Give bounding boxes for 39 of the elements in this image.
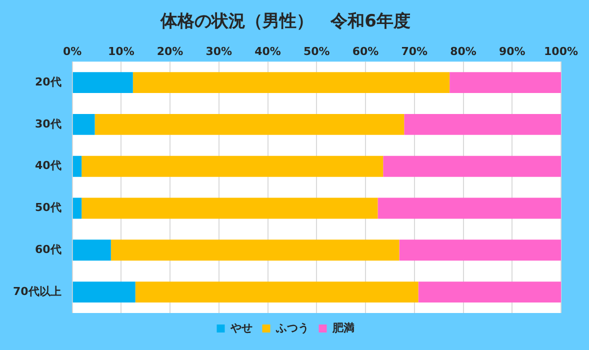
y-tick-label: 70代以上	[12, 284, 62, 298]
bar	[418, 282, 561, 303]
x-tick-label: 10%	[108, 44, 134, 58]
bar	[132, 72, 450, 94]
bar	[110, 240, 400, 261]
y-tick-label: 60代	[34, 243, 62, 256]
x-tick-label: 90%	[498, 44, 526, 58]
x-tick-label: 0%	[62, 44, 82, 58]
legend-label: やせ	[229, 321, 252, 334]
legend-label: ふつう	[274, 321, 309, 334]
bar	[399, 240, 561, 261]
legend-label: 肥満	[331, 321, 354, 334]
bar	[72, 156, 82, 177]
x-tick-label: 60%	[352, 44, 379, 58]
bar	[72, 198, 82, 219]
bar	[383, 156, 561, 177]
y-tick-label: 40代	[34, 159, 62, 172]
y-tick-label: 20代	[34, 75, 62, 88]
x-tick-label: 100%	[544, 44, 578, 58]
bar	[94, 114, 404, 135]
x-tick-label: 20%	[156, 44, 184, 58]
y-tick-label: 30代	[34, 117, 62, 130]
x-tick-label: 50%	[303, 44, 330, 58]
bar	[72, 72, 133, 94]
chart-title: 体格の状況（男性） 令和6年度	[160, 12, 410, 32]
bar	[72, 114, 95, 135]
x-tick-label: 40%	[254, 44, 281, 58]
bar	[82, 156, 384, 177]
bar	[404, 114, 561, 135]
x-tick-label: 30%	[206, 44, 232, 58]
bar	[72, 240, 111, 261]
bar	[378, 198, 561, 219]
y-tick-label: 50代	[34, 201, 62, 214]
bar	[72, 282, 136, 303]
x-tick-label: 80%	[450, 44, 476, 58]
x-tick-label: 70%	[401, 44, 428, 58]
bar	[135, 282, 418, 303]
bar	[450, 72, 561, 94]
bar	[82, 198, 378, 219]
